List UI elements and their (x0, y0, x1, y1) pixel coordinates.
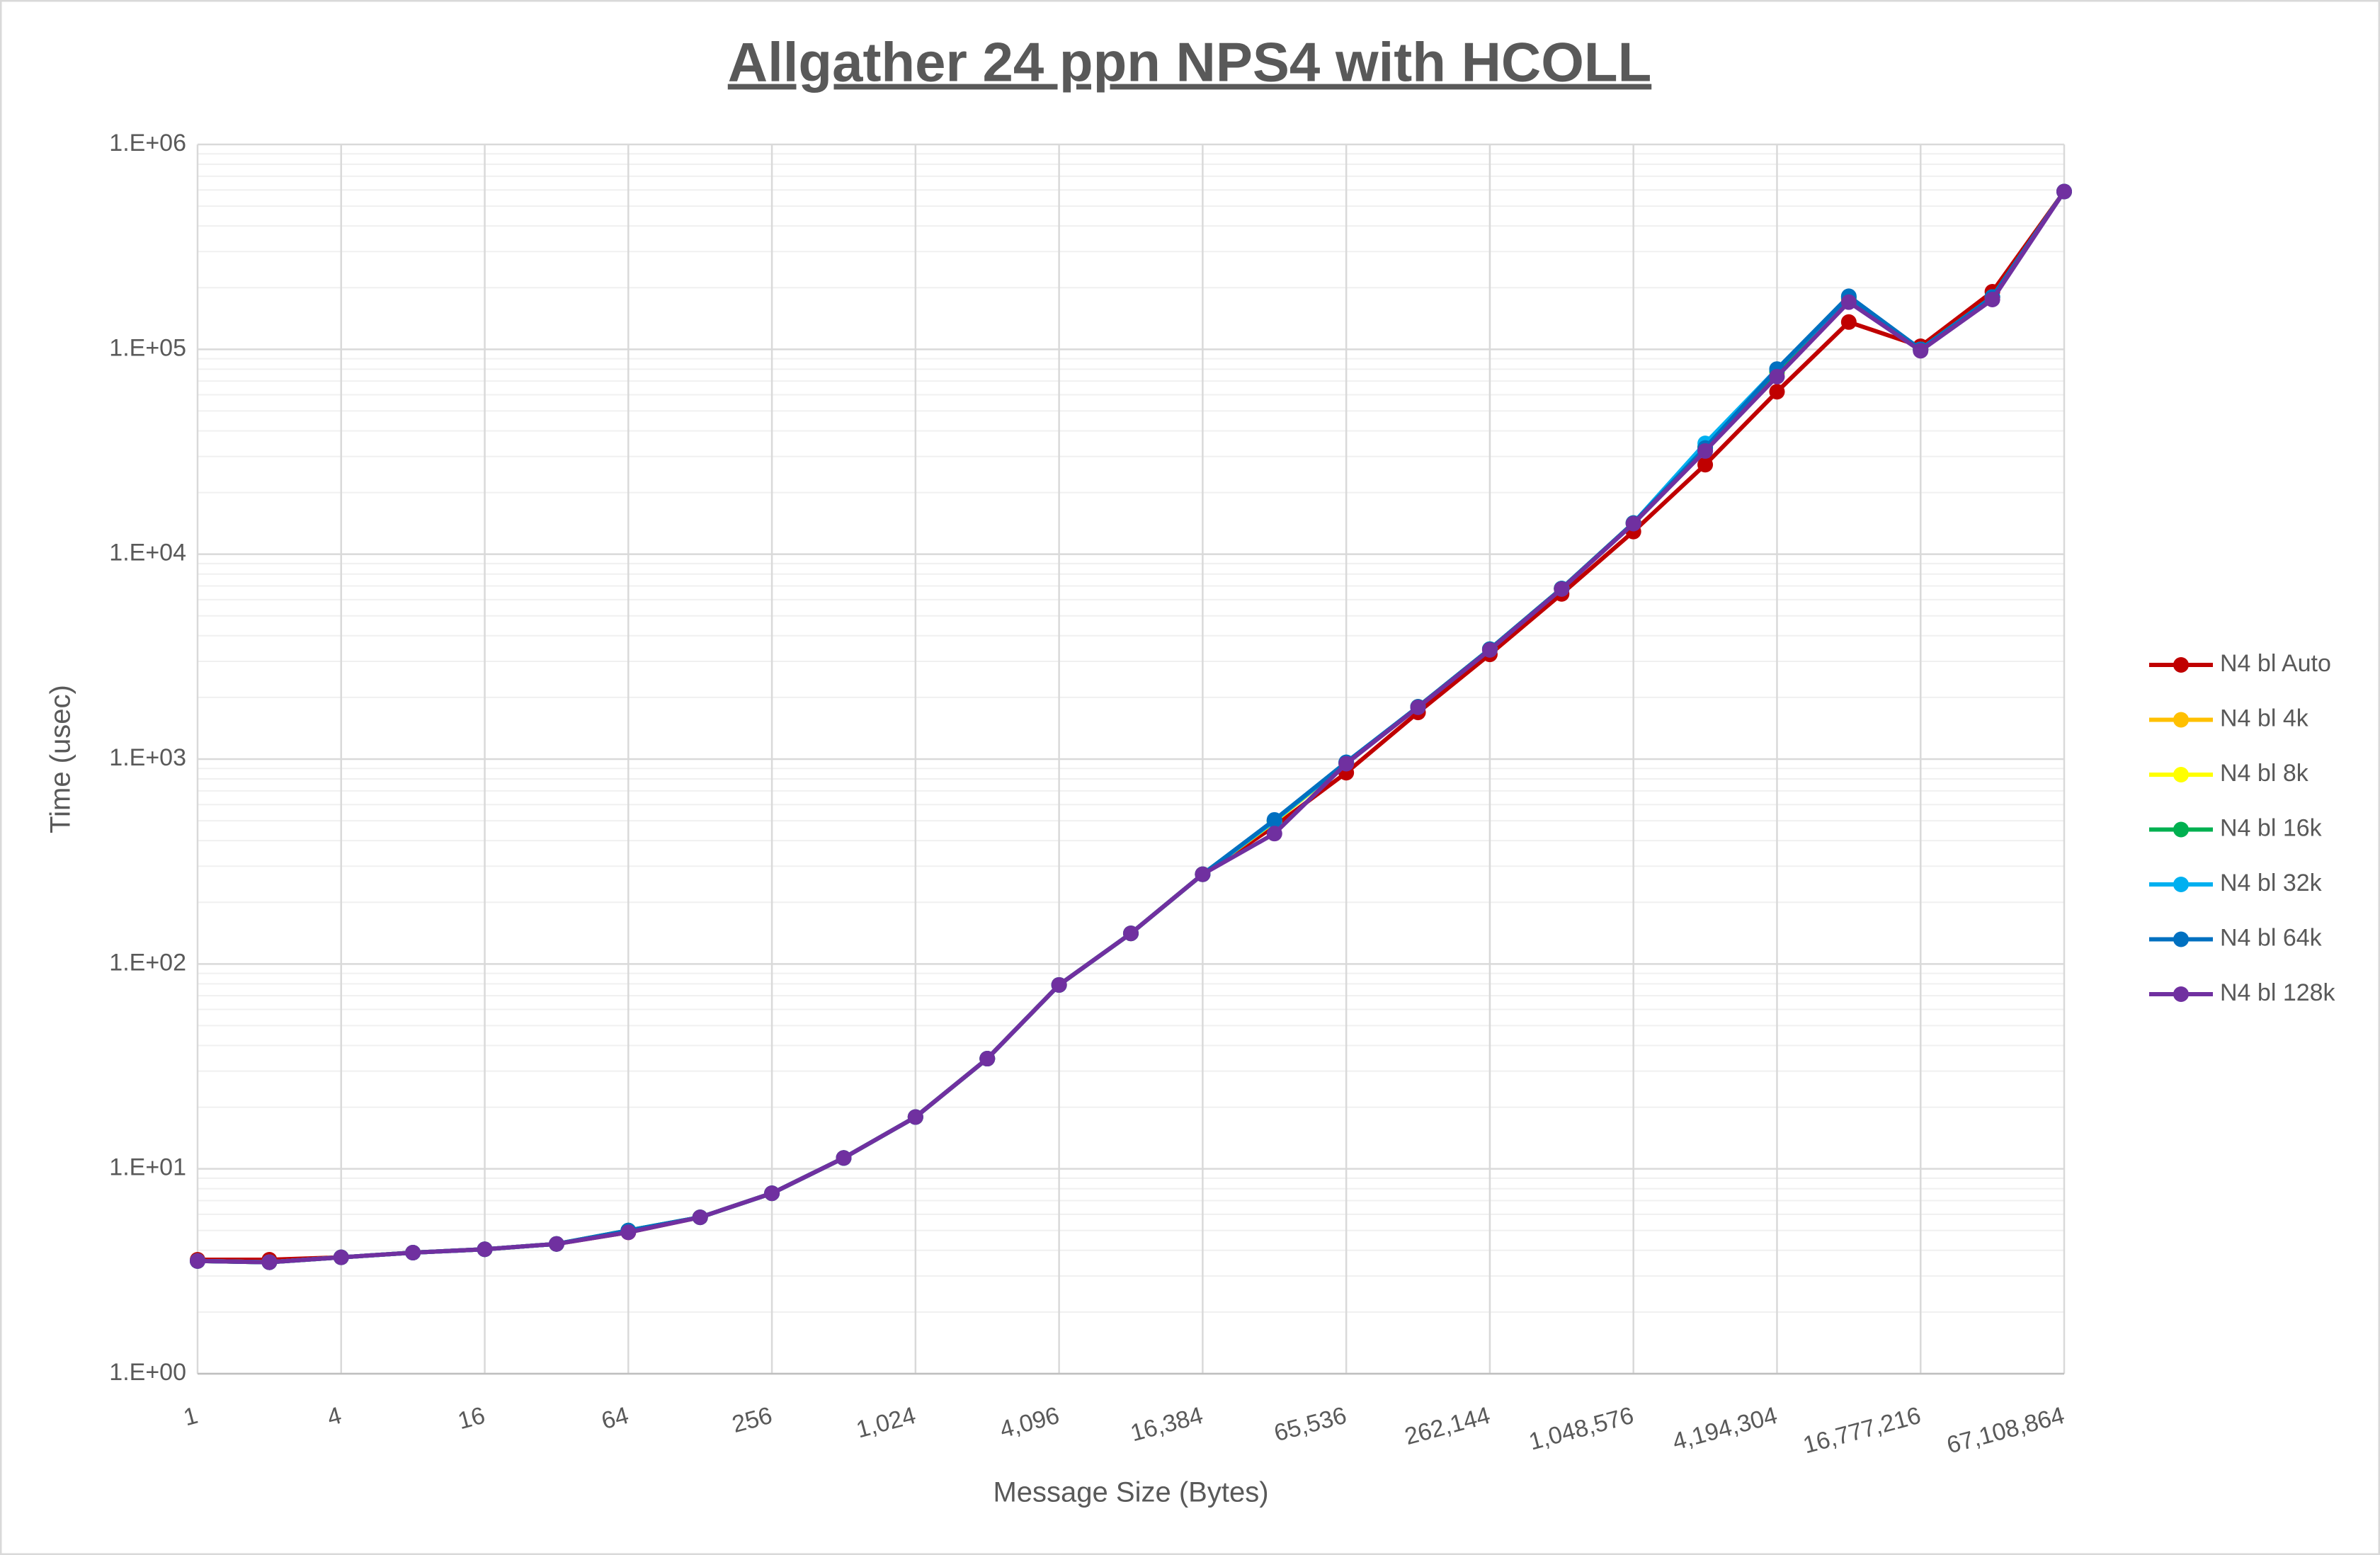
y-tick-label: 1.E+04 (109, 540, 186, 566)
data-point (1481, 642, 1498, 658)
legend-label: N4 bl 8k (2220, 760, 2309, 787)
data-point (1769, 384, 1785, 400)
data-point (1338, 756, 1355, 772)
data-point (1051, 976, 1067, 993)
data-point (620, 1224, 637, 1241)
data-point (1195, 866, 1211, 882)
y-tick-label: 1.E+01 (109, 1154, 186, 1181)
data-point (1266, 826, 1282, 842)
data-point (1410, 699, 1426, 715)
data-point (1554, 581, 1570, 597)
legend-label: N4 bl 64k (2220, 924, 2323, 951)
data-point (907, 1109, 923, 1125)
legend-marker (2173, 657, 2189, 673)
series (190, 183, 2072, 1270)
legend-marker (2173, 767, 2189, 782)
legend-label: N4 bl 32k (2220, 870, 2323, 896)
data-point (979, 1051, 996, 1067)
data-point (1266, 811, 1282, 828)
chart-title: Allgather 24 ppn NPS4 with HCOLL (728, 31, 1651, 93)
y-tick-label: 1.E+05 (109, 334, 186, 361)
data-point (1984, 292, 2000, 308)
y-axis-title: Time (usec) (45, 685, 76, 833)
legend-label: N4 bl 16k (2220, 814, 2323, 841)
legend-marker (2173, 931, 2189, 947)
data-point (692, 1209, 708, 1226)
data-point (1625, 516, 1641, 532)
legend-marker (2173, 821, 2189, 838)
legend-label: N4 bl 4k (2220, 705, 2309, 731)
data-point (1697, 457, 1714, 473)
data-point (764, 1185, 780, 1202)
x-axis-title: Message Size (Bytes) (993, 1477, 1268, 1508)
y-tick-label: 1.E+03 (109, 744, 186, 771)
data-point (261, 1254, 278, 1270)
legend-marker (2173, 877, 2189, 892)
data-point (405, 1244, 421, 1260)
legend-label: N4 bl Auto (2220, 650, 2331, 677)
data-point (477, 1241, 493, 1258)
legend-marker (2173, 986, 2189, 1002)
data-point (190, 1253, 205, 1269)
data-point (333, 1249, 349, 1265)
y-tick-label: 1.E+00 (109, 1359, 186, 1386)
legend-label: N4 bl 128k (2220, 979, 2336, 1006)
data-point (1913, 343, 1929, 359)
y-tick-label: 1.E+06 (109, 130, 186, 156)
legend-marker (2173, 712, 2189, 728)
data-point (1840, 314, 1857, 330)
y-tick-label: 1.E+02 (109, 949, 186, 976)
data-point (836, 1150, 852, 1166)
data-point (2056, 183, 2072, 200)
data-point (548, 1236, 564, 1252)
data-point (1840, 294, 1857, 310)
data-point (1769, 368, 1785, 385)
data-point (1123, 925, 1139, 942)
data-point (1697, 443, 1714, 459)
